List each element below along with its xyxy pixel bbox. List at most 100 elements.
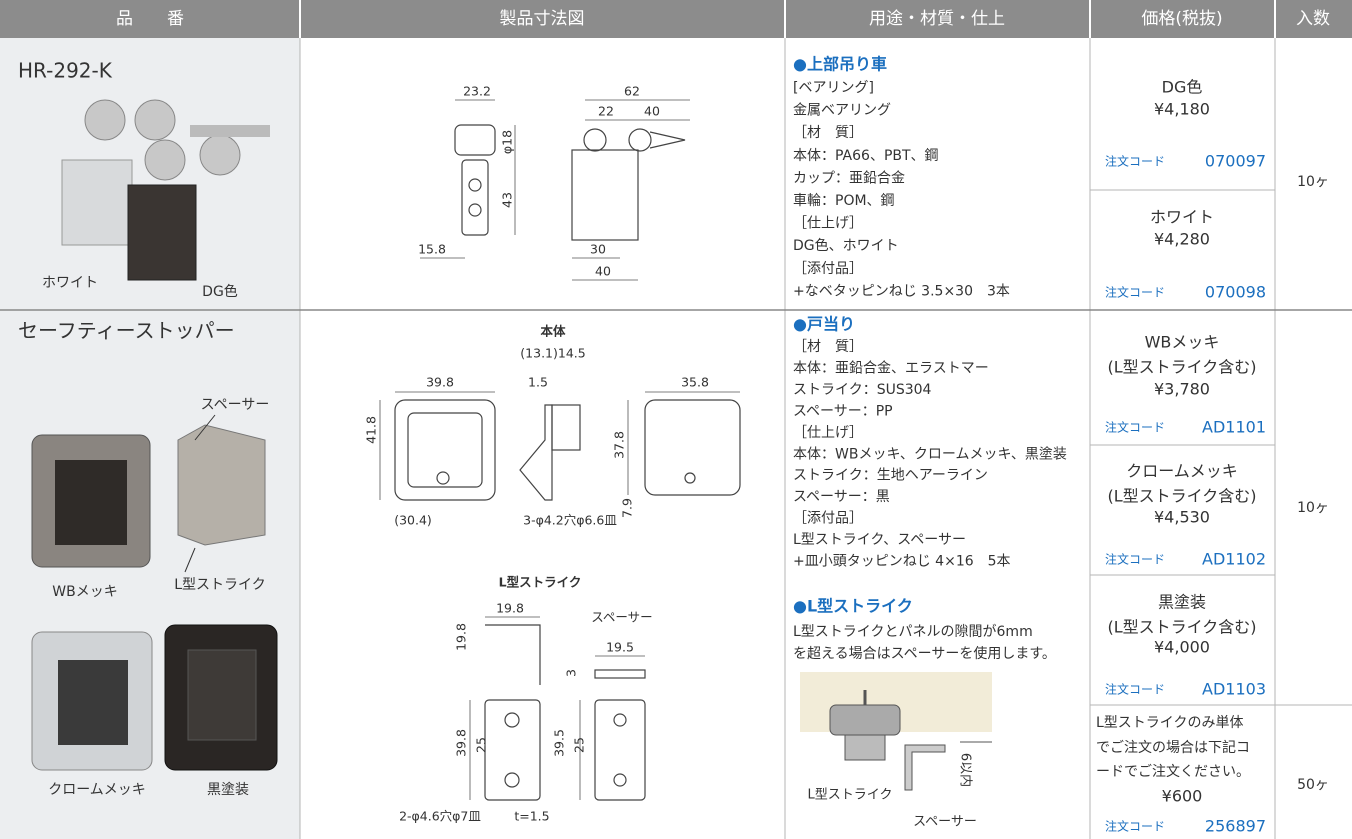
price-line: ¥4,530 [1154,508,1210,527]
usage-line: +皿小頭タッピンねじ 4×16 5本 [793,554,1011,570]
usage-line: 金属ベアリング [793,103,891,119]
usage-line: 本体：PA66、PBT、鋼 [793,148,939,164]
dimension-label: 39.8 [454,729,469,757]
price-line: (L型ストライク含む) [1107,487,1256,506]
dimension-label: (30.4) [394,513,432,528]
diagram-label: L型ストライク [808,788,893,803]
photo-stopper [31,414,278,771]
photo-label: WBメッキ [52,584,117,600]
code-label: 注文コード [1105,285,1165,300]
usage-line: [ベアリング] [793,80,874,96]
diagram-label: 6以内 [958,753,974,787]
order-code: AD1102 [1202,550,1266,569]
price-line: ¥4,180 [1154,100,1210,119]
drawing-stopper [379,391,741,801]
diagram-label: スペーサー [913,815,977,830]
price-line: ¥4,280 [1154,230,1210,249]
photo-label: L型ストライク [174,577,266,593]
photo-label: 黒塗装 [207,781,249,798]
dimension-label: φ18 [500,130,515,154]
price-line: でご注文の場合は下記コ [1096,739,1250,756]
quantity: 50ヶ [1297,777,1329,793]
dimension-label: 7.9 [620,498,635,518]
price-line: DG色 [1162,78,1203,97]
order-code: 070098 [1205,283,1266,302]
price-line: 黒塗装 [1158,593,1206,612]
usage-line: L型ストライク、スペーサー [793,532,966,548]
dimension-label: 19.8 [496,601,524,616]
photo-label: クロームメッキ [48,782,146,798]
dimension-label: 25 [572,737,587,753]
dimension-label: 本体 [540,324,566,339]
code-label: 注文コード [1105,819,1165,834]
dimension-label: 39.8 [426,375,454,390]
photo-label: ホワイト [42,275,98,291]
quantity: 10ヶ [1297,500,1329,516]
header-cell: 製品寸法図 [500,9,585,29]
usage-line: スペーサー：PP [793,403,893,419]
price-line: ¥3,780 [1154,380,1210,399]
price-line: ホワイト [1150,208,1214,227]
dimension-label: L型ストライク [499,575,582,590]
dimension-label: 25 [474,737,489,753]
dimension-label: 19.5 [606,640,634,655]
usage-line: ［仕上げ］ [793,425,863,441]
price-line: クロームメッキ [1126,462,1238,481]
quantity: 10ヶ [1297,174,1329,190]
order-code: AD1101 [1202,418,1266,437]
drawing-hr292 [420,99,690,281]
code-label: 注文コード [1105,420,1165,435]
usage-heading: ●L型ストライク [793,597,913,616]
price-line: ¥600 [1162,787,1203,806]
header-cell: 入数 [1296,9,1330,29]
price-line: ¥4,000 [1154,638,1210,657]
dimension-label: 15.8 [418,242,446,257]
usage-heading: ●戸当り [793,315,855,334]
usage-line: 本体：WBメッキ、クロームメッキ、黒塗装 [793,445,1067,462]
usage-line: DG色、ホワイト [793,237,899,254]
dimension-label: t=1.5 [514,809,549,824]
usage-line: ［添付品］ [793,511,863,527]
dimension-label: 2-φ4.6穴φ7皿 [399,809,481,824]
usage-line: を超える場合はスペーサーを使用します。 [793,645,1056,662]
price-line: L型ストライクのみ単体 [1096,715,1244,731]
usage-line: スペーサー：黒 [793,489,890,505]
dimension-label: 41.8 [364,416,379,444]
dimension-label: 23.2 [463,84,491,99]
usage-line: ［添付品］ [793,261,863,277]
dimension-label: 35.8 [681,375,709,390]
header-cell: 用途・材質・仕上 [869,9,1005,29]
usage-line: +なベタッピンねじ 3.5×30 3本 [793,283,1010,299]
order-code: 256897 [1205,817,1266,836]
dimension-label: 3-φ4.2穴φ6.6皿 [523,513,617,528]
photo-hr292 [61,99,270,281]
dimension-label: スペーサー [591,610,652,625]
usage-line: 本体：亜鉛合金、エラストマー [793,360,989,376]
dimension-label: 40 [595,264,611,279]
usage-line: ストライク：生地ヘアーライン [793,468,988,484]
price-line: WBメッキ [1145,333,1220,352]
usage-line: 車輪：POM、鋼 [793,192,895,209]
product-name: HR-292-K [18,59,113,83]
header-cell: 価格(税抜) [1141,9,1222,29]
dimension-label: 39.5 [552,729,567,757]
usage-line: ［材 質］ [793,125,863,141]
usage-line: ［仕上げ］ [793,216,863,232]
header-bar [0,0,1352,38]
product-name: セーフティーストッパー [18,319,235,343]
dimension-label: 62 [624,84,640,99]
usage-line: L型ストライクとパネルの隙間が6mm [793,624,1033,640]
price-line: (L型ストライク含む) [1107,618,1256,637]
order-code: 070097 [1205,152,1266,171]
dimension-label: 19.8 [454,623,469,651]
dimension-label: (13.1)14.5 [520,346,585,361]
code-label: 注文コード [1105,552,1165,567]
dimension-label: 1.5 [528,375,548,390]
grid [0,38,1352,839]
usage-line: ［材 質］ [793,339,863,355]
usage-line: ストライク：SUS304 [793,382,932,398]
photo-label: DG色 [202,283,238,300]
code-label: 注文コード [1105,682,1165,697]
header-cell: 品 番 [116,9,184,29]
